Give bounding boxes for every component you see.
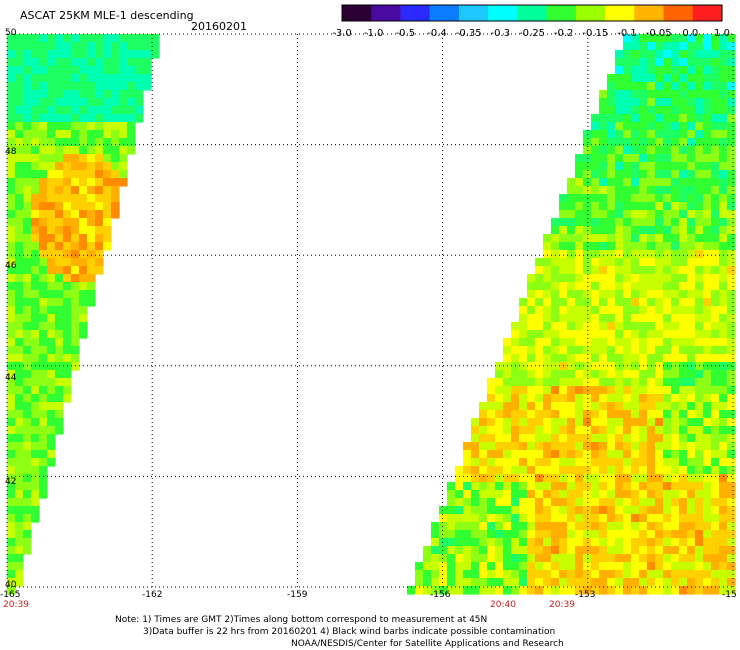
- colorbar-segment: [517, 5, 548, 21]
- lon-label-153: -153: [575, 590, 596, 600]
- colorbar-tick-label: -0.4: [427, 28, 447, 39]
- colorbar-tick-label: -0.05: [645, 28, 672, 39]
- colorbar-segment: [400, 5, 431, 21]
- colorbar-segment: [692, 5, 723, 21]
- lon-label-159: -159: [287, 590, 308, 600]
- colorbar-tick-label: -3.0: [332, 28, 352, 39]
- colorbar-tick-label: -1.0: [363, 28, 384, 39]
- colorbar-segment: [663, 5, 694, 21]
- lat-label-48: 48: [5, 147, 17, 157]
- colorbar-tick-label: -0.5: [395, 28, 416, 39]
- lat-label-50: 50: [5, 28, 17, 38]
- lat-label-40: 40: [5, 580, 17, 590]
- lon-label-150: -15: [722, 590, 737, 600]
- colorbar-tick-label: 1.0: [714, 28, 730, 39]
- lon-label-162: -162: [142, 590, 163, 600]
- lat-label-42: 42: [5, 477, 17, 487]
- colorbar-tick-label: -0.3: [490, 28, 511, 39]
- colorbar-tick-label: -0.25: [519, 28, 545, 39]
- lat-label-46: 46: [5, 261, 17, 271]
- colorbar-segment: [342, 5, 372, 21]
- colorbar-tick-label: -0.2: [553, 28, 574, 39]
- map-date: 20160201: [191, 20, 247, 33]
- colorbar-segment: [488, 5, 518, 21]
- lon-label-165: -165: [0, 590, 21, 600]
- colorbar-segment: [371, 5, 401, 21]
- note-line-3: NOAA/NESDIS/Center for Satellite Applica…: [291, 639, 564, 649]
- lon-label-156: -156: [430, 590, 451, 600]
- colorbar-segment: [429, 5, 460, 21]
- time-label-right: 20:39: [549, 600, 575, 610]
- colorbar-tick-label: 0.0: [682, 28, 699, 39]
- colorbar-tick-label: -0.1: [617, 28, 637, 39]
- colorbar-tick-label: -0.35: [455, 28, 482, 39]
- colorbar-segment: [458, 5, 489, 21]
- swath-data: [7, 34, 736, 595]
- colorbar: [341, 4, 723, 22]
- lat-label-44: 44: [5, 373, 17, 383]
- lat-lon-grid: [6, 33, 734, 588]
- colorbar-frame: [341, 4, 723, 22]
- colorbar-segment: [546, 5, 577, 21]
- time-label-left: 20:39: [3, 600, 29, 610]
- colorbar-segment: [575, 5, 606, 21]
- colorbar-segment: [634, 5, 665, 21]
- note-line-1: Note: 1) Times are GMT 2)Times along bot…: [115, 615, 488, 625]
- colorbar-tick-label: -0.15: [582, 28, 609, 39]
- colorbar-segment: [605, 5, 635, 21]
- time-label-mid: 20:40: [490, 600, 516, 610]
- note-line-2: 3)Data buffer is 22 hrs from 20160201 4)…: [143, 627, 556, 637]
- map-title: ASCAT 25KM MLE-1 descending: [20, 9, 194, 22]
